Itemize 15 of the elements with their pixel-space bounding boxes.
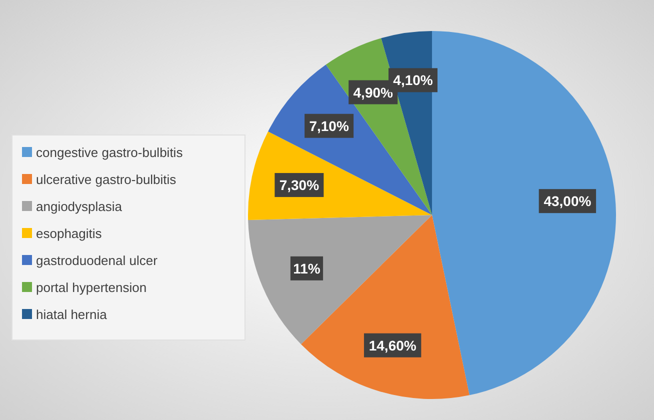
data-label: 4,10% xyxy=(393,72,434,88)
legend-label: gastroduodenal ulcer xyxy=(36,253,158,268)
legend-label: congestive gastro-bulbitis xyxy=(36,145,184,160)
pie-slice xyxy=(432,31,616,396)
data-label: 4,90% xyxy=(353,84,394,100)
data-label: 43,00% xyxy=(544,193,592,210)
data-label: 11% xyxy=(293,260,321,276)
legend-label: portal hypertension xyxy=(36,280,147,295)
data-label: 7,10% xyxy=(309,118,350,134)
legend-label: angiodysplasia xyxy=(36,199,123,214)
data-label: 7,30% xyxy=(279,177,320,194)
data-label: 14,60% xyxy=(368,337,417,354)
legend-label: esophagitis xyxy=(36,226,102,241)
legend-label: ulcerative gastro-bulbitis xyxy=(36,172,177,187)
legend-label: hiatal hernia xyxy=(36,307,108,322)
